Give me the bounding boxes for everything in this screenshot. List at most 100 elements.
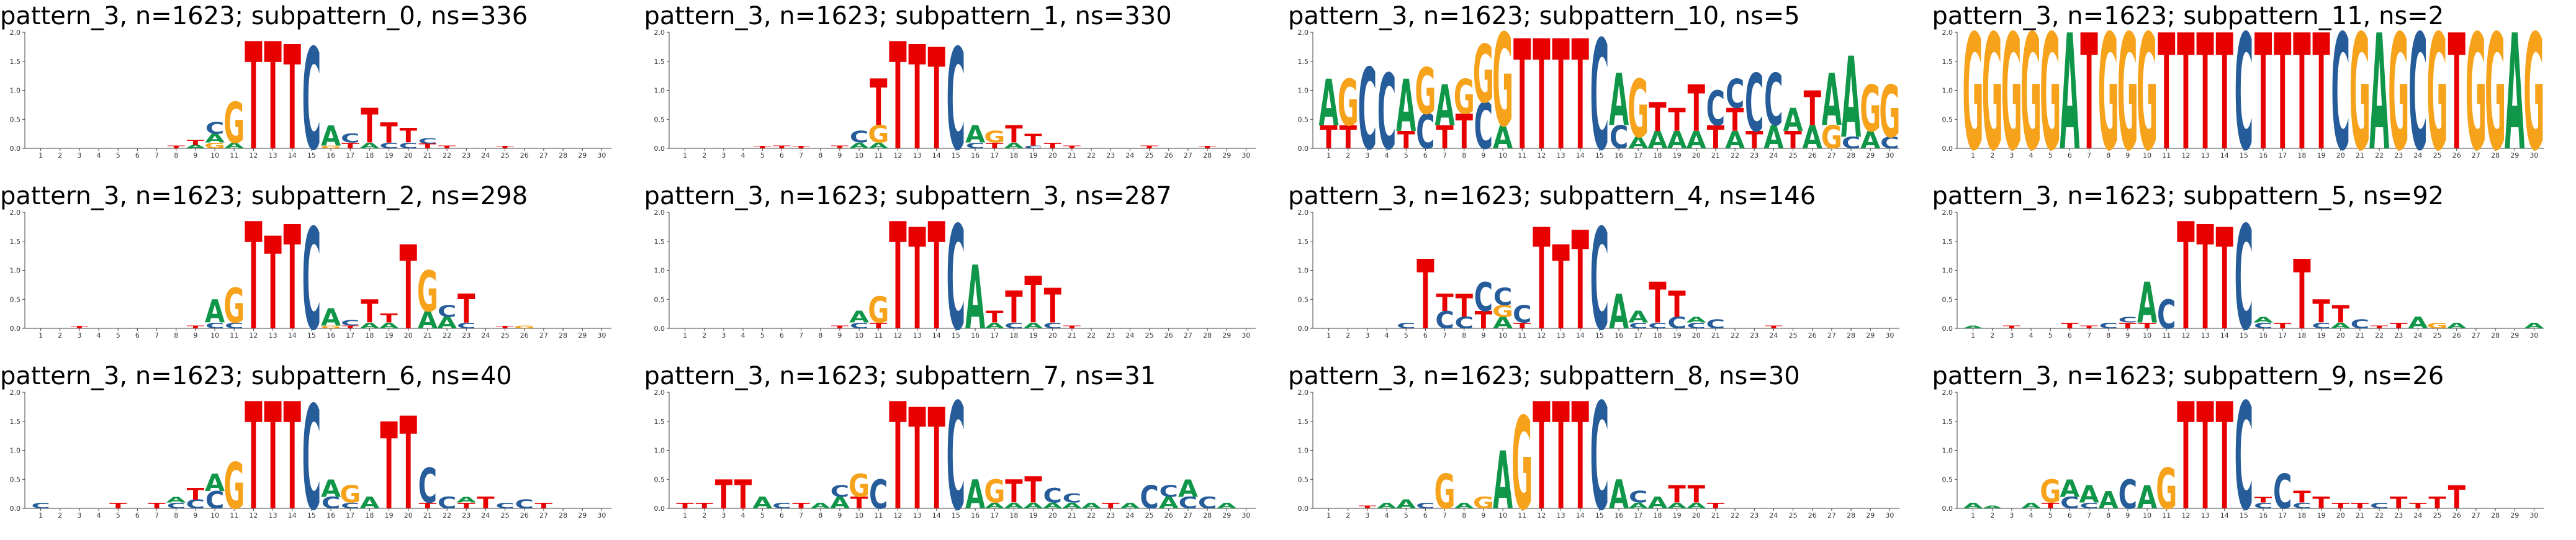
y-tick-label: 0.0 (654, 145, 665, 153)
y-tick-label: 0.0 (1298, 145, 1309, 153)
logo-letter-T: T (1552, 27, 1569, 158)
x-tick-label: 14 (2220, 511, 2228, 518)
logo-letter-C: C (1764, 60, 1783, 142)
logo-letter-C: C (2272, 464, 2292, 518)
x-tick-label: 23 (1750, 331, 1759, 338)
x-tick-label: 1 (38, 331, 43, 338)
logo-letter-C: C (1474, 274, 1493, 321)
logo-letter-A: A (437, 314, 457, 333)
logo-letter-T: T (734, 472, 751, 518)
logo-letter-T: T (2215, 207, 2233, 338)
panel-title: pattern_3, n=1623; subpattern_0, ns=336 (0, 2, 528, 30)
x-tick-label: 17 (2278, 151, 2287, 158)
x-tick-label: 6 (2067, 511, 2071, 518)
x-tick-label: 25 (1145, 151, 1153, 158)
x-tick-label: 7 (2087, 151, 2091, 158)
logo-letter-T: T (1320, 119, 1338, 156)
logo-letter-T: T (889, 387, 906, 518)
x-tick-label: 10 (1498, 511, 1507, 518)
x-tick-label: 27 (539, 151, 548, 158)
logo-letter-C: C (341, 318, 359, 328)
x-tick-label: 26 (1808, 151, 1817, 158)
logo-letter-G: G (1338, 66, 1359, 140)
y-tick-label: 1.5 (654, 238, 665, 246)
x-tick-label: 23 (2394, 151, 2403, 158)
logo-letter-G: G (2426, 27, 2448, 158)
x-tick-label: 11 (230, 151, 238, 158)
logo-letter-C: C (341, 132, 359, 146)
logo-letter-T: T (1707, 501, 1724, 510)
logo-letter-G: G (1434, 464, 1456, 518)
logo-panel: pattern_3, n=1623; subpattern_6, ns=40 0.… (0, 360, 644, 540)
logo-letter-T: T (1649, 272, 1667, 336)
x-tick-label: 17 (346, 151, 354, 158)
x-tick-label: 25 (1789, 151, 1798, 158)
logo-letter-G: G (320, 145, 341, 150)
x-tick-label: 30 (1885, 511, 1894, 518)
logo-letter-T: T (148, 501, 165, 510)
x-tick-label: 7 (2087, 331, 2091, 338)
logo-letter-T: T (1024, 469, 1042, 511)
logo-letter-G: G (1492, 27, 1513, 155)
logo-letter-T: T (2061, 321, 2078, 330)
x-tick-label: 26 (1164, 331, 1173, 338)
logo-letter-T: T (1024, 264, 1042, 338)
x-tick-label: 21 (423, 151, 432, 158)
logo-letter-T: T (1063, 325, 1081, 330)
x-tick-label: 16 (971, 511, 980, 518)
y-tick-label: 0.5 (1298, 115, 1309, 124)
logo-letter-G: G (2156, 457, 2177, 518)
x-tick-label: 3 (2009, 151, 2014, 158)
x-tick-label: 14 (288, 151, 297, 158)
x-tick-label: 7 (2087, 511, 2091, 518)
x-tick-label: 1 (38, 151, 43, 158)
logo-letter-A: A (1667, 127, 1687, 154)
logo-letter-T: T (1024, 131, 1042, 150)
x-tick-label: 11 (2162, 511, 2171, 518)
logo-letter-T: T (1765, 325, 1783, 330)
x-tick-label: 30 (1241, 331, 1250, 338)
logo-letter-A: A (984, 501, 1004, 510)
x-tick-label: 23 (462, 331, 471, 338)
x-tick-label: 4 (97, 151, 101, 158)
x-tick-label: 23 (2394, 511, 2403, 518)
x-tick-label: 21 (423, 331, 432, 338)
x-tick-label: 23 (1750, 511, 1759, 518)
x-tick-label: 3 (2009, 331, 2014, 338)
x-tick-label: 25 (1789, 331, 1798, 338)
logo-letter-T: T (1043, 279, 1061, 335)
x-tick-label: 30 (2529, 511, 2538, 518)
logo-letter-T: T (380, 117, 398, 150)
logo-letter-T: T (927, 387, 945, 518)
logo-letter-G: G (849, 467, 870, 504)
x-tick-label: 29 (578, 331, 587, 338)
logo-letter-A: A (1004, 141, 1024, 150)
x-tick-label: 29 (2510, 331, 2519, 338)
logo-letter-T: T (1688, 481, 1706, 508)
x-tick-label: 5 (760, 511, 764, 518)
logo-letter-A: A (224, 141, 244, 150)
logo-letter-G: G (2040, 27, 2061, 158)
logo-panel: pattern_3, n=1623; subpattern_9, ns=26 0.… (1932, 360, 2576, 540)
logo-letter-A: A (2021, 501, 2041, 510)
logo-letter-C: C (1726, 71, 1744, 117)
x-tick-label: 19 (2317, 511, 2325, 518)
x-tick-label: 13 (1557, 151, 1565, 158)
logo-letter-A: A (1963, 501, 1983, 510)
x-tick-label: 15 (2239, 511, 2248, 518)
logo-letter-C: C (1590, 387, 1609, 518)
logo-letter-T: T (1572, 207, 1589, 338)
y-tick-label: 1.5 (1942, 238, 1953, 246)
logo-letter-G: G (2349, 27, 2370, 158)
logo-letter-T: T (2080, 27, 2097, 158)
x-tick-label: 19 (385, 151, 394, 158)
logo-letter-G: G (1492, 302, 1513, 321)
logo-letter-T: T (187, 485, 205, 504)
logo-letter-T: T (889, 27, 906, 158)
x-tick-label: 27 (1183, 151, 1192, 158)
x-tick-label: 18 (1009, 331, 1018, 338)
x-tick-label: 26 (1808, 331, 1817, 338)
x-tick-label: 16 (1615, 151, 1623, 158)
logo-letter-T: T (168, 145, 186, 150)
logo-letter-C: C (1590, 27, 1609, 158)
